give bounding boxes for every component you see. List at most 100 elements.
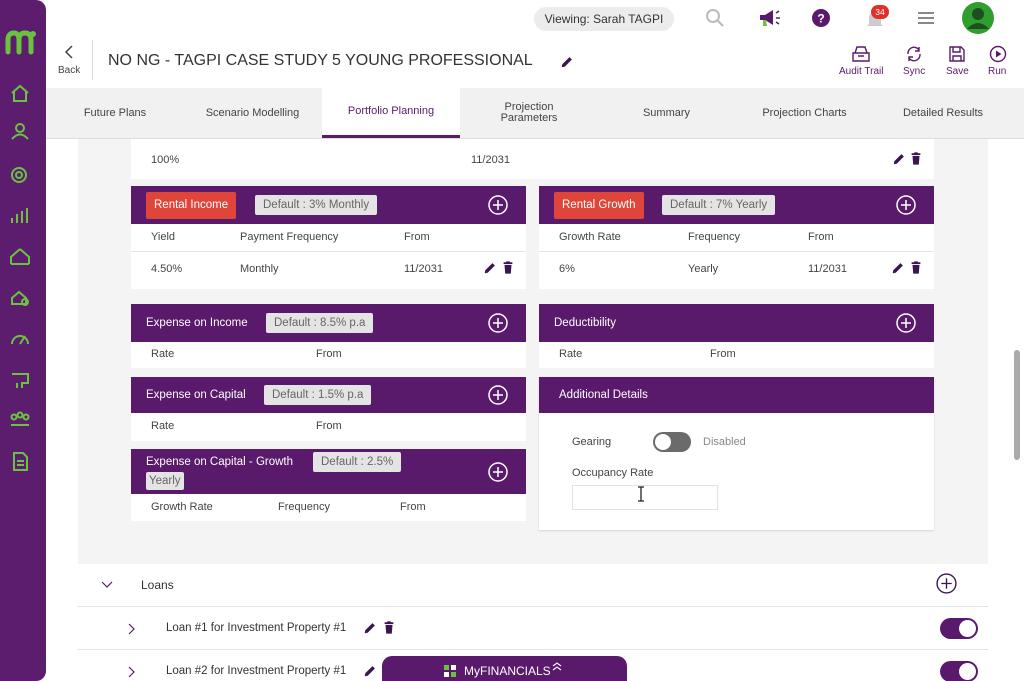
add-button[interactable] — [896, 195, 916, 215]
column-header: From — [400, 501, 426, 513]
nav-goals[interactable] — [11, 167, 27, 183]
tab[interactable]: Detailed Results — [902, 106, 984, 119]
edit-button[interactable] — [363, 621, 377, 635]
sidebar-icons — [5, 30, 36, 471]
panel-title: Expense on Capital — [146, 389, 246, 401]
audit-icon[interactable] — [851, 45, 871, 63]
viewing-pill[interactable]: Viewing: Sarah TAGPI — [534, 7, 674, 31]
page-title: NO NG - TAGPI CASE STUDY 5 YOUNG PROFESS… — [108, 52, 533, 69]
menu-icon[interactable] — [917, 11, 935, 25]
sync-icon[interactable] — [905, 45, 923, 63]
expand-chevron[interactable] — [126, 622, 136, 636]
loan-toggle[interactable] — [940, 661, 978, 681]
delete-button[interactable] — [909, 151, 923, 166]
collapse-chevron[interactable] — [100, 580, 114, 590]
edit-button[interactable] — [892, 152, 906, 166]
loan-toggle[interactable] — [940, 618, 978, 639]
delete-button[interactable] — [382, 620, 396, 635]
column-header: Payment Frequency — [240, 231, 339, 243]
add-button[interactable] — [488, 385, 508, 405]
action-label[interactable]: Audit Trail — [839, 66, 884, 77]
nav-stats[interactable] — [11, 208, 28, 223]
nav-dashboard[interactable] — [11, 335, 29, 345]
default-chip: Default : 3% Monthly — [255, 195, 378, 215]
add-button[interactable] — [488, 195, 508, 215]
add-button[interactable] — [896, 313, 916, 333]
column-header: From — [316, 348, 342, 360]
action-label[interactable]: Save — [946, 66, 969, 77]
nav-team[interactable] — [10, 413, 18, 421]
default-chip: Default : 8.5% p.a — [266, 313, 374, 333]
delete-button[interactable] — [501, 260, 515, 275]
row-divider — [539, 251, 934, 252]
column-header: Rate — [151, 348, 175, 360]
panel-title: Expense on Capital - Growth — [146, 456, 294, 468]
nav-property[interactable] — [10, 248, 30, 265]
tab[interactable]: Projection Charts — [762, 106, 847, 119]
nav-presentation[interactable] — [12, 373, 29, 388]
svg-text:?: ? — [817, 12, 824, 26]
loan-title: Loan #1 for Investment Property #1 — [166, 622, 347, 634]
divider — [92, 40, 93, 80]
column-header: Yield — [151, 231, 176, 243]
tab[interactable]: Summary — [642, 106, 691, 119]
panel-header — [539, 377, 934, 413]
tab[interactable]: Projection Parameters — [500, 101, 558, 124]
column-header: Rate — [151, 420, 175, 432]
toggle-knob — [655, 434, 671, 450]
loan-title: Loan #2 for Investment Property #1 — [166, 665, 347, 677]
back-label[interactable]: Back — [58, 65, 81, 76]
panel-title-button[interactable]: Rental Income — [146, 192, 237, 219]
scrollbar[interactable] — [1014, 350, 1020, 460]
tab[interactable]: Future Plans — [83, 106, 147, 119]
cell: Monthly — [240, 263, 279, 275]
cell: 11/2031 — [404, 263, 443, 275]
column-header: From — [404, 231, 430, 243]
nav-profile[interactable] — [15, 123, 25, 133]
edit-button[interactable] — [483, 261, 497, 275]
panel-title: Additional Details — [559, 389, 648, 401]
action-label[interactable]: Sync — [903, 66, 926, 77]
add-button[interactable] — [488, 313, 508, 333]
help-icon[interactable]: ? — [812, 9, 830, 27]
edit-title[interactable] — [560, 55, 574, 69]
column-header: Frequency — [688, 231, 740, 243]
avatar[interactable] — [961, 1, 995, 35]
delete-button[interactable] — [909, 260, 923, 275]
save-icon[interactable] — [948, 45, 966, 63]
nav-home[interactable] — [11, 84, 29, 102]
add-button[interactable] — [488, 462, 508, 482]
field-label: Gearing — [572, 436, 612, 448]
default-chip: Default : 1.5% p.a — [264, 385, 372, 405]
back-arrow[interactable] — [63, 44, 75, 60]
footer-label[interactable]: MyFINANCIALS — [464, 664, 551, 678]
run-icon[interactable] — [989, 45, 1007, 63]
panel-title: Deductibility — [554, 317, 616, 329]
footer-chevron[interactable] — [551, 661, 563, 671]
field-label: Occupancy Rate — [572, 467, 654, 479]
occupancy-input[interactable] — [572, 485, 718, 510]
default-chip: Yearly — [146, 472, 184, 490]
top-row — [131, 139, 934, 179]
expand-chevron[interactable] — [126, 665, 136, 679]
announce-icon[interactable] — [758, 8, 782, 28]
tab-active[interactable]: Portfolio Planning — [322, 88, 460, 138]
toggle-knob — [959, 663, 976, 680]
edit-button[interactable] — [363, 664, 377, 678]
action-label[interactable]: Run — [988, 66, 1007, 77]
panel-title-button[interactable]: Rental Growth — [554, 192, 644, 219]
footer-tab[interactable] — [382, 656, 627, 681]
nav-documents[interactable] — [13, 452, 28, 471]
gearing-toggle[interactable] — [653, 432, 691, 452]
row-divider — [78, 649, 988, 650]
logo[interactable] — [5, 30, 34, 55]
add-loan[interactable] — [936, 573, 957, 594]
cell: 4.50% — [151, 263, 183, 275]
tab[interactable]: Scenario Modelling — [205, 106, 300, 119]
column-header: Rate — [559, 348, 583, 360]
nav-search-property[interactable] — [11, 290, 27, 305]
default-chip: Default : 7% Yearly — [662, 195, 776, 215]
search-icon[interactable] — [705, 8, 725, 28]
edit-button[interactable] — [891, 261, 905, 275]
tab-bar — [46, 88, 1024, 139]
